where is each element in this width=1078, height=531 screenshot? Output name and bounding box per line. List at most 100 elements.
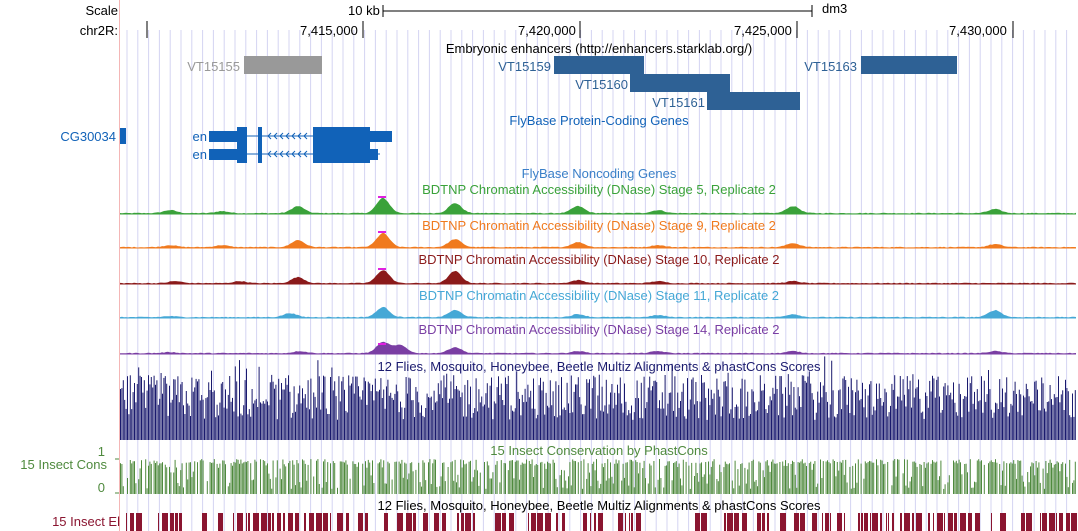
- phastcons-bar: [1058, 462, 1059, 494]
- multiz-bar: [327, 414, 329, 440]
- phastcons-bar: [496, 461, 498, 494]
- phastcons-bar: [453, 480, 455, 494]
- multiz-bar: [936, 379, 938, 440]
- enhancer-label[interactable]: VT15155: [187, 59, 240, 74]
- multiz-bar: [391, 397, 393, 440]
- phastcons-bar: [782, 461, 784, 494]
- enhancer-feature[interactable]: [244, 56, 322, 74]
- multiz-bar: [388, 395, 390, 440]
- track-title-enhancers[interactable]: Embryonic enhancers (http://enhancers.st…: [445, 41, 753, 56]
- multiz-bar: [458, 390, 460, 440]
- dnase-signal: [120, 232, 1076, 248]
- phastcons-bar: [633, 487, 635, 494]
- multiz-bar: [225, 389, 226, 440]
- multiz-bar: [352, 376, 354, 440]
- track-title-genes[interactable]: FlyBase Protein-Coding Genes: [509, 113, 689, 128]
- gene-label[interactable]: CG30034: [60, 129, 116, 144]
- phastcons-bar: [384, 483, 386, 494]
- conserved-element: [130, 513, 134, 531]
- multiz-bar: [243, 405, 245, 440]
- phastcons-bar: [276, 460, 278, 494]
- track-title-dnase-stage11[interactable]: BDTNP Chromatin Accessibility (DNase) St…: [418, 288, 780, 303]
- multiz-bar: [502, 400, 504, 440]
- enhancer-label[interactable]: VT15159: [498, 59, 551, 74]
- gene-label[interactable]: en: [192, 129, 207, 144]
- conserved-element: [170, 513, 174, 531]
- multiz-bar: [377, 391, 379, 440]
- phastcons-left-label[interactable]: 15 Insect Cons: [20, 457, 107, 472]
- gene-label[interactable]: en: [192, 147, 207, 162]
- enhancer-feature[interactable]: [861, 56, 957, 74]
- enhancer-feature[interactable]: [554, 56, 644, 74]
- phastcons-bar: [974, 481, 975, 494]
- enhancer-label[interactable]: VT15161: [652, 95, 705, 110]
- multiz-bar: [946, 395, 947, 440]
- phastcons-bar: [815, 486, 817, 494]
- multiz-bar: [995, 402, 996, 440]
- multiz-bar: [268, 405, 270, 440]
- multiz-bar: [358, 386, 359, 440]
- multiz-bar: [394, 393, 396, 440]
- phastcons-bar: [292, 460, 294, 494]
- phastcons-bar: [495, 464, 497, 494]
- multiz-bar: [881, 405, 883, 440]
- enhancer-feature[interactable]: [707, 92, 800, 110]
- phastcons-bar: [246, 462, 247, 494]
- phastcons-bar: [405, 463, 407, 494]
- multiz-bar: [346, 412, 348, 440]
- track-title-dnase-stage5[interactable]: BDTNP Chromatin Accessibility (DNase) St…: [422, 182, 776, 197]
- track-title-dnase-stage9[interactable]: BDTNP Chromatin Accessibility (DNase) St…: [422, 218, 776, 233]
- phastcons-bar: [517, 460, 519, 494]
- track-title-dnase-stage14[interactable]: BDTNP Chromatin Accessibility (DNase) St…: [418, 322, 780, 337]
- elements-left-label[interactable]: 15 Insect El: [52, 514, 120, 529]
- multiz-bar: [1027, 389, 1029, 440]
- multiz-bar: [542, 381, 544, 440]
- enhancer-label[interactable]: VT15160: [575, 77, 628, 92]
- multiz-bar: [208, 382, 210, 440]
- phastcons-bar: [906, 459, 908, 494]
- phastcons-bar: [610, 462, 611, 494]
- phastcons-bar: [470, 460, 471, 494]
- multiz-bar: [160, 373, 162, 440]
- phastcons-bar: [660, 478, 662, 494]
- multiz-bar: [745, 406, 747, 440]
- phastcons-bar: [379, 462, 380, 494]
- enhancer-feature[interactable]: [630, 74, 730, 92]
- multiz-bar: [801, 375, 803, 440]
- phastcons-bar: [964, 464, 966, 494]
- multiz-bar: [132, 392, 134, 440]
- multiz-bar: [409, 378, 411, 440]
- multiz-bar: [682, 383, 684, 440]
- conserved-element: [594, 513, 596, 531]
- track-title-phastcons[interactable]: 15 Insect Conservation by PhastCons: [490, 443, 708, 458]
- phastcons-bar: [969, 459, 971, 494]
- multiz-bar: [124, 399, 126, 440]
- track-title-multiz[interactable]: 12 Flies, Mosquito, Honeybee, Beetle Mul…: [377, 359, 821, 374]
- multiz-bar: [681, 391, 683, 440]
- phastcons-bar: [659, 459, 660, 494]
- enhancer-label[interactable]: VT15163: [804, 59, 857, 74]
- conserved-element: [1066, 513, 1070, 531]
- phastcons-bar: [418, 462, 420, 494]
- multiz-bar: [306, 407, 308, 440]
- phastcons-bar: [201, 459, 203, 494]
- phastcons-bar: [923, 462, 925, 494]
- multiz-bar: [163, 377, 165, 440]
- track-title-elements[interactable]: 12 Flies, Mosquito, Honeybee, Beetle Mul…: [377, 498, 821, 513]
- multiz-bar: [937, 376, 939, 440]
- multiz-bar: [796, 409, 798, 440]
- phastcons-bar: [993, 462, 995, 494]
- phastcons-bar: [461, 467, 463, 494]
- track-title-dnase-stage10[interactable]: BDTNP Chromatin Accessibility (DNase) St…: [418, 252, 780, 267]
- phastcons-bar: [190, 462, 191, 494]
- conserved-element: [337, 513, 343, 531]
- phastcons-bar: [892, 460, 894, 494]
- phastcons-bar: [801, 459, 803, 494]
- strand-arrow: [291, 132, 296, 140]
- track-title-noncoding[interactable]: FlyBase Noncoding Genes: [521, 166, 677, 181]
- phastcons-bar: [478, 485, 480, 494]
- multiz-bar: [852, 390, 854, 440]
- multiz-bar: [680, 401, 681, 440]
- phastcons-bar: [547, 461, 548, 494]
